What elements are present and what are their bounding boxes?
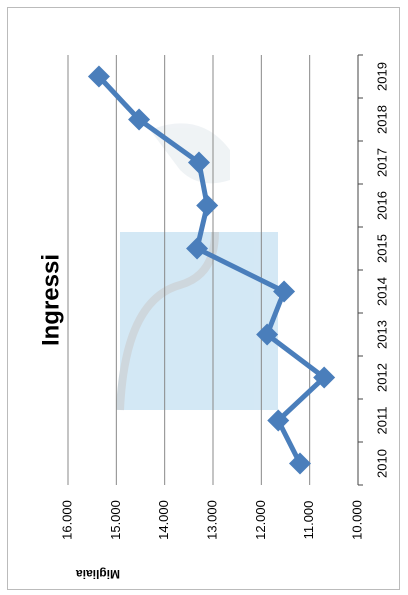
data-point: [196, 194, 219, 217]
data-point: [128, 108, 151, 131]
data-point: [267, 409, 290, 432]
data-point: [256, 323, 279, 346]
x-tick-label: 2018: [374, 105, 389, 134]
data-point: [87, 65, 110, 88]
chart-title: Ingressi: [37, 254, 64, 346]
y-axis-label: Migliaia: [76, 567, 120, 581]
x-tick-label: 2015: [374, 234, 389, 263]
y-tick-label: 15.000: [108, 500, 123, 540]
x-tick-label: 2011: [374, 407, 389, 435]
x-tick-label: 2014: [374, 277, 389, 306]
x-tick-label: 2016: [374, 191, 389, 220]
y-tick-label: 14.000: [156, 500, 171, 540]
x-tick-label: 2013: [374, 320, 389, 349]
data-point: [187, 151, 210, 174]
y-tick-label: 13.000: [204, 500, 219, 540]
data-point: [273, 280, 296, 303]
y-tick-label: 10.000: [349, 500, 364, 540]
logo-curve: [116, 231, 219, 411]
x-tick-label: 2012: [374, 363, 389, 392]
y-tick-label: 12.000: [253, 500, 268, 540]
data-point: [289, 452, 311, 475]
data-point: [313, 366, 336, 389]
y-tick-label: 11.000: [301, 501, 316, 540]
logo-shape: [120, 232, 278, 410]
x-tick-label: 2019: [374, 62, 389, 91]
data-point: [186, 237, 209, 260]
x-tick-label: 2017: [374, 148, 389, 177]
x-tick-label: 2010: [374, 449, 389, 478]
data-line: [97, 74, 327, 465]
y-tick-label: 16.000: [59, 500, 74, 540]
